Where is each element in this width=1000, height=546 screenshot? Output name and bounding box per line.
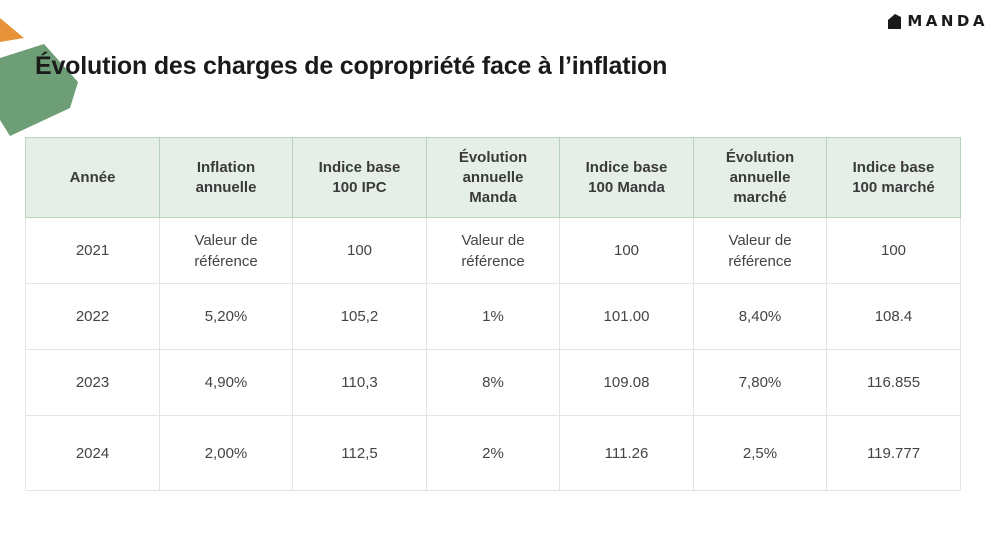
table-cell: 2% <box>426 415 560 491</box>
header-inflation-annuelle: Inflation annuelle <box>159 137 293 218</box>
table-cell: Valeur de référence <box>159 217 293 284</box>
header-indice-ipc: Indice base 100 IPC <box>292 137 427 218</box>
table-cell: 2,5% <box>693 415 827 491</box>
table-cell: 119.777 <box>826 415 961 491</box>
table-row: 2021 Valeur de référence 100 Valeur de r… <box>25 217 961 284</box>
header-evolution-marche: Évolution annuelle marché <box>693 137 827 218</box>
table-cell: 7,80% <box>693 349 827 416</box>
table-cell: 8,40% <box>693 283 827 350</box>
header-evolution-manda: Évolution annuelle Manda <box>426 137 560 218</box>
table-cell: 2,00% <box>159 415 293 491</box>
table-cell: Valeur de référence <box>426 217 560 284</box>
header-indice-manda: Indice base 100 Manda <box>559 137 694 218</box>
green-polygon-shape <box>0 44 78 136</box>
logo-house-icon <box>888 13 902 29</box>
table-cell: 111.26 <box>559 415 694 491</box>
table-cell: 2024 <box>25 415 160 491</box>
charges-table: Année Inflation annuelle Indice base 100… <box>25 137 961 491</box>
table-row: 2024 2,00% 112,5 2% 111.26 2,5% 119.777 <box>25 415 961 491</box>
page-title: Évolution des charges de copropriété fac… <box>35 52 668 80</box>
header-indice-marche: Indice base 100 marché <box>826 137 961 218</box>
brand-logo: MANDA <box>888 12 988 30</box>
table-row: 2023 4,90% 110,3 8% 109.08 7,80% 116.855 <box>25 349 961 416</box>
orange-triangle-shape <box>0 18 24 42</box>
header-annee: Année <box>25 137 160 218</box>
table-row: 2022 5,20% 105,2 1% 101.00 8,40% 108.4 <box>25 283 961 350</box>
table-cell: 100 <box>292 217 427 284</box>
table-cell: 105,2 <box>292 283 427 350</box>
table-cell: 100 <box>826 217 961 284</box>
table-cell: 2022 <box>25 283 160 350</box>
table-cell: 2023 <box>25 349 160 416</box>
table-cell: 101.00 <box>559 283 694 350</box>
brand-name: MANDA <box>907 12 988 30</box>
table-cell: Valeur de référence <box>693 217 827 284</box>
table-cell: 8% <box>426 349 560 416</box>
table-cell: 112,5 <box>292 415 427 491</box>
table-cell: 1% <box>426 283 560 350</box>
table-cell: 108.4 <box>826 283 961 350</box>
table-cell: 2021 <box>25 217 160 284</box>
table-cell: 5,20% <box>159 283 293 350</box>
table-cell: 100 <box>559 217 694 284</box>
table-cell: 109.08 <box>559 349 694 416</box>
decorative-shapes <box>0 18 78 136</box>
table-cell: 110,3 <box>292 349 427 416</box>
table-header-row: Année Inflation annuelle Indice base 100… <box>25 137 961 218</box>
table-cell: 116.855 <box>826 349 961 416</box>
table-cell: 4,90% <box>159 349 293 416</box>
